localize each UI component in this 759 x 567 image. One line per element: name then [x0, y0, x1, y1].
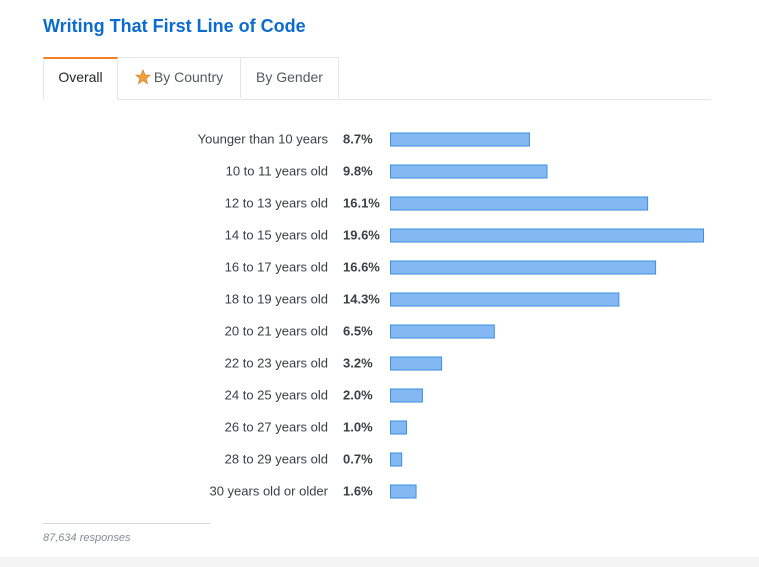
tab-by-country[interactable]: By Country: [118, 57, 241, 98]
category-label: 16 to 17 years old: [225, 260, 328, 275]
value-label: 0.7%: [343, 452, 373, 467]
bar: [390, 292, 620, 307]
bar: [390, 452, 403, 467]
bar: [390, 356, 443, 371]
category-label: 14 to 15 years old: [225, 228, 328, 243]
bar: [390, 484, 417, 499]
category-label: 10 to 11 years old: [226, 164, 328, 179]
tab-overall[interactable]: Overall: [43, 57, 118, 100]
tab-by-country-label: By Country: [153, 69, 224, 85]
value-label: 9.8%: [343, 164, 373, 179]
category-label: 26 to 27 years old: [225, 420, 328, 435]
value-label: 3.2%: [343, 356, 373, 371]
bar: [390, 260, 657, 275]
value-label: 14.3%: [343, 292, 380, 307]
page-title: Writing That First Line of Code: [43, 16, 306, 36]
bar: [390, 132, 530, 147]
bar: [390, 388, 423, 403]
bar-chart: Younger than 10 years 8.7% 10 to 11 years …: [198, 132, 704, 499]
bar: [390, 164, 548, 179]
value-label: 16.6%: [343, 260, 380, 275]
responses-count: 87,634 responses: [43, 532, 131, 544]
star-icon: [134, 69, 151, 85]
value-label: 1.0%: [343, 420, 373, 435]
bar: [390, 420, 407, 435]
tab-by-gender[interactable]: By Gender: [241, 57, 339, 98]
category-label: 30 years old or older: [209, 484, 328, 499]
value-label: 2.0%: [343, 388, 373, 403]
category-label: 24 to 25 years old: [225, 388, 328, 403]
category-label: 22 to 23 years old: [225, 356, 328, 371]
category-label: 12 to 13 years old: [225, 196, 328, 211]
bottom-strip: [0, 557, 759, 567]
bar: [390, 228, 704, 243]
category-label: 28 to 29 years old: [225, 452, 328, 467]
value-label: 16.1%: [343, 196, 380, 211]
value-label: 1.6%: [343, 484, 373, 499]
value-label: 8.7%: [343, 132, 373, 147]
value-label: 19.6%: [343, 228, 380, 243]
bar: [390, 324, 495, 339]
footer-divider: [43, 523, 210, 524]
category-label: 18 to 19 years old: [225, 292, 328, 307]
category-label: 20 to 21 years old: [225, 324, 328, 339]
bar: [390, 196, 649, 211]
category-label: Younger than 10 years: [198, 132, 329, 147]
value-label: 6.5%: [343, 324, 373, 339]
tab-bar: Overall By Country By Gender: [43, 57, 711, 100]
